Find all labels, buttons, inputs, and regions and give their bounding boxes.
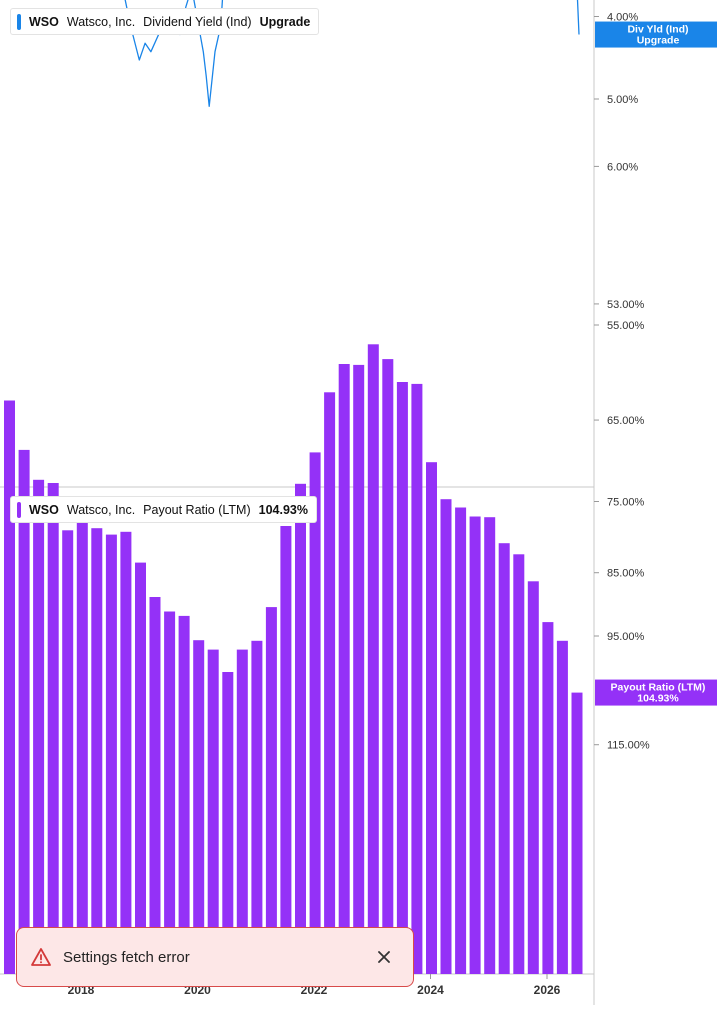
legend-payout-ratio[interactable]: WSO Watsco, Inc. Payout Ratio (LTM) 104.… — [10, 496, 317, 523]
payout-bar — [527, 581, 539, 974]
y-tick-label: 5.00% — [607, 94, 638, 106]
legend-metric: Payout Ratio (LTM) — [143, 502, 251, 517]
payout-value-badge — [595, 679, 717, 706]
toast-message: Settings fetch error — [63, 948, 190, 966]
payout-bar — [91, 528, 103, 974]
payout-bar — [236, 649, 248, 974]
x-tick-label: 2026 — [534, 983, 561, 997]
legend-value[interactable]: Upgrade — [259, 14, 311, 29]
y-tick-label: 115.00% — [607, 740, 650, 752]
y-tick-label: 65.00% — [607, 415, 645, 427]
warning-icon — [31, 948, 51, 966]
payout-bar — [324, 392, 336, 974]
payout-bar — [207, 649, 219, 974]
payout-bar — [280, 526, 292, 974]
y-tick-label: 85.00% — [607, 568, 645, 580]
y-tick-label: 4.00% — [607, 12, 638, 24]
legend-company: Watsco, Inc. — [66, 502, 136, 517]
legend-dividend-yield[interactable]: WSO Watsco, Inc. Dividend Yield (Ind) Up… — [10, 8, 320, 35]
payout-bar — [338, 364, 350, 974]
payout-bar — [411, 383, 423, 974]
legend-ticker: WSO — [29, 14, 59, 29]
payout-bar — [513, 554, 525, 974]
y-tick-label: 53.00% — [607, 299, 645, 311]
y-tick-label: 55.00% — [607, 320, 645, 332]
yield-badge-value: Upgrade — [637, 35, 680, 47]
payout-bar — [222, 672, 234, 974]
y-tick-label: 6.00% — [607, 161, 638, 173]
legend-value: 104.93% — [258, 502, 308, 517]
payout-bar — [396, 382, 408, 974]
payout-bar — [193, 640, 205, 974]
payout-bar — [353, 364, 365, 974]
payout-bar — [426, 462, 437, 974]
payout-bar — [556, 640, 568, 974]
payout-bar — [33, 479, 45, 974]
payout-bar — [469, 516, 481, 974]
payout-bar — [295, 483, 306, 974]
close-icon[interactable] — [373, 946, 395, 968]
payout-bar — [498, 543, 510, 974]
yield-badge-label: Div Yld (Ind) — [627, 24, 688, 36]
error-toast: Settings fetch error — [16, 927, 414, 987]
payout-bar — [135, 562, 146, 974]
y-tick-label: 95.00% — [607, 631, 645, 643]
payout-bar — [382, 359, 394, 975]
payout-bar — [542, 622, 554, 974]
legend-ticker: WSO — [29, 502, 59, 517]
payout-bar — [265, 607, 277, 974]
payout-bar — [367, 344, 379, 974]
payout-bar — [105, 534, 117, 974]
payout-badge-label: Payout Ratio (LTM) — [611, 682, 706, 694]
payout-bar — [571, 692, 583, 974]
payout-badge-value: 104.93% — [637, 693, 679, 705]
payout-bar — [440, 499, 452, 974]
payout-bar — [62, 530, 74, 974]
payout-bar — [76, 520, 88, 974]
payout-bar — [47, 483, 59, 974]
payout-bar — [149, 597, 161, 974]
payout-bar — [18, 449, 30, 974]
payout-bar — [178, 615, 190, 974]
payout-bar — [4, 400, 15, 974]
payout-bar — [120, 531, 132, 974]
legend-metric: Dividend Yield (Ind) — [143, 14, 252, 29]
x-tick-label: 2024 — [417, 983, 444, 997]
legend-color-swatch — [17, 13, 21, 30]
payout-bar — [251, 640, 263, 974]
yield-value-badge — [595, 21, 717, 48]
payout-bar — [309, 452, 321, 974]
legend-company: Watsco, Inc. — [66, 14, 136, 29]
payout-bar — [484, 517, 496, 974]
payout-bar — [455, 507, 467, 974]
payout-bar — [164, 611, 176, 974]
y-tick-label: 75.00% — [607, 496, 645, 508]
legend-color-swatch — [17, 501, 21, 518]
